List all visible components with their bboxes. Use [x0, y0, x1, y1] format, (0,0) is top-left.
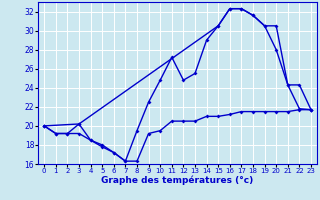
X-axis label: Graphe des températures (°c): Graphe des températures (°c) [101, 176, 254, 185]
